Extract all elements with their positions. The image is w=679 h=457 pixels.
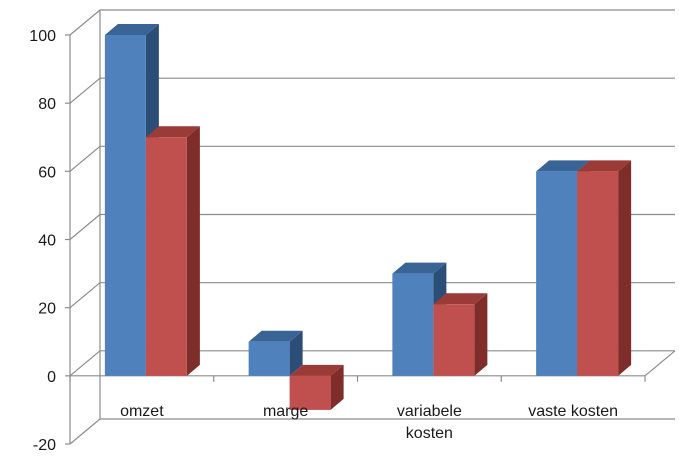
x-category-label: marge [263,403,308,420]
y-tick-label: 40 [38,233,56,250]
y-tick-label: 20 [38,301,56,318]
y-tick-label: -20 [33,437,56,454]
bar-side [330,364,344,410]
x-category-label-line: variabele [397,403,462,420]
bar-front [433,304,475,376]
bar-top [433,293,488,305]
gridline [69,418,675,445]
bar-front [145,137,187,376]
y-tick-label: 0 [47,369,56,386]
labels: -20 0 20 40 60 80 100 omzet marge variabele kosten… [29,28,618,454]
bar [289,364,344,410]
y-tick-label: 100 [29,28,56,45]
bar [248,330,303,376]
y-tick-label: 80 [38,96,56,113]
bar-front [289,375,331,410]
bar-top [248,330,303,342]
bar [433,293,488,376]
bar-front [104,35,146,376]
bar-top [145,126,200,138]
bar-side [618,160,632,376]
bar-side [186,126,200,376]
bar-front [577,171,619,376]
x-category-label: variabele kosten [397,403,462,442]
gridline [69,9,675,36]
bar [577,160,632,376]
x-category-label-line: vaste kosten [528,403,618,420]
x-category-label-line: omzet [120,403,164,420]
bar-top [577,160,632,172]
axes [65,10,676,445]
bar-top [392,262,447,274]
x-category-label-line: kosten [406,425,453,442]
bar-front [536,171,578,376]
x-category-label: omzet [120,403,164,420]
bar-top [536,160,591,172]
x-category-label: vaste kosten [528,403,618,420]
bar [145,126,200,376]
bar-top [104,24,159,35]
bar-side [289,330,303,376]
floor-right-edge [644,350,676,377]
bar-front [392,273,434,376]
y-tick-label: 60 [38,164,56,181]
bars [104,24,632,410]
x-category-label-line: marge [263,403,308,420]
bar-top [289,364,344,376]
bar-side [474,293,488,376]
gridline [69,77,675,104]
bar-front [248,341,290,376]
